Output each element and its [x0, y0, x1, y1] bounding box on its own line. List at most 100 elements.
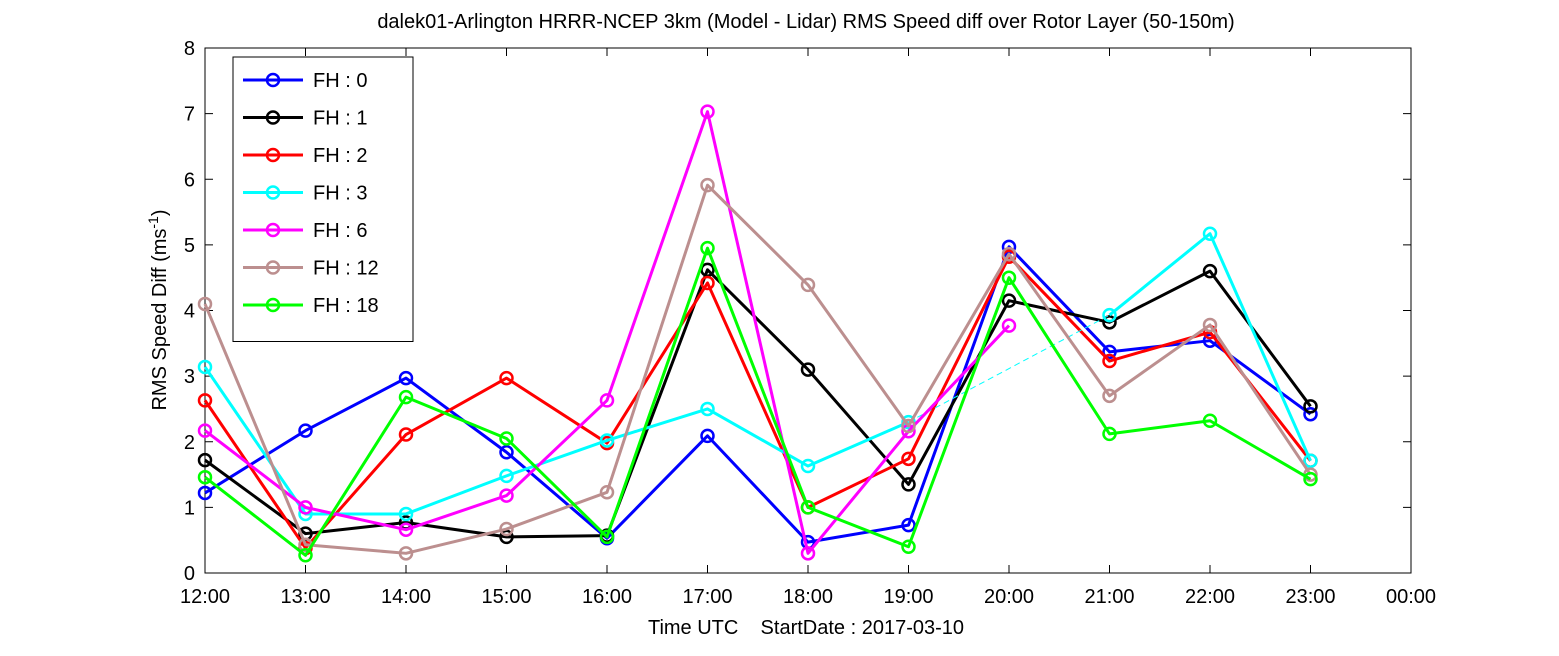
data-point — [700, 240, 715, 256]
data-point — [599, 433, 615, 448]
data-point — [499, 529, 514, 545]
series-5 — [197, 177, 1318, 561]
data-point — [800, 458, 816, 474]
data-point — [700, 104, 715, 119]
x-tick-label: 00:00 — [1386, 586, 1436, 608]
y-axis-label: RMS Speed Diff (ms-1) — [145, 209, 171, 410]
y-axis-label-close: ) — [149, 209, 171, 216]
data-point — [398, 370, 414, 386]
data-point — [499, 370, 514, 386]
x-tick-label: 21:00 — [1084, 586, 1134, 608]
x-tick-label: 20:00 — [984, 586, 1034, 608]
legend-label: FH : 1 — [313, 108, 367, 130]
data-point — [197, 393, 213, 408]
y-tick-label: 8 — [184, 38, 195, 60]
y-tick-label: 4 — [184, 301, 195, 323]
data-point — [398, 389, 414, 405]
data-point — [901, 451, 916, 467]
data-point — [197, 469, 213, 485]
legend-label: FH : 12 — [313, 258, 379, 280]
x-tick-label: 16:00 — [582, 586, 632, 608]
series-line — [203, 183, 1312, 555]
data-point — [1303, 406, 1318, 422]
legend-marker — [265, 147, 281, 163]
y-axis: 0 1 2 3 4 5 6 7 8 — [184, 38, 1411, 585]
data-point — [197, 485, 213, 501]
data-point — [901, 517, 916, 533]
x-tick-label: 13:00 — [280, 586, 330, 608]
y-tick-label: 3 — [184, 366, 195, 388]
data-point — [901, 418, 916, 434]
legend-box — [232, 56, 414, 342]
data-point — [1202, 317, 1218, 333]
data-point — [800, 277, 816, 293]
legend: FH : 0 FH : 1 FH : 2 FH : 3 FH : 6 FH : 12 FH … — [232, 56, 414, 342]
data-point — [700, 428, 715, 444]
data-point — [1202, 226, 1218, 241]
y-tick-label: 7 — [184, 104, 195, 126]
data-point — [1102, 353, 1117, 369]
data-point — [1001, 293, 1017, 308]
chart-title: dalek01-Arlington HRRR-NCEP 3km (Model -… — [377, 11, 1234, 33]
x-tick-label: 18:00 — [783, 586, 833, 608]
y-tick-label: 2 — [184, 432, 195, 454]
series-line — [203, 255, 1312, 550]
y-tick-label: 0 — [184, 563, 195, 585]
data-point — [499, 468, 514, 484]
data-point — [499, 521, 514, 537]
series-line — [204, 245, 1312, 544]
data-point — [398, 427, 414, 442]
legend-marker — [265, 297, 281, 313]
legend-label: FH : 18 — [313, 295, 379, 317]
x-tick-label: 23:00 — [1285, 586, 1335, 608]
data-point — [599, 529, 615, 545]
data-point — [298, 548, 313, 563]
data-point — [700, 401, 715, 417]
x-tick-label: 19:00 — [883, 586, 933, 608]
series-line — [1108, 232, 1312, 462]
legend-marker — [265, 222, 281, 238]
data-point — [197, 423, 213, 438]
data-point — [1001, 246, 1017, 262]
series-line — [203, 366, 910, 516]
data-point — [700, 275, 715, 291]
y-tick-label: 5 — [184, 235, 195, 257]
data-point — [499, 445, 514, 460]
y-axis-label-main: RMS Speed Diff (ms — [149, 229, 171, 411]
data-point — [800, 362, 816, 377]
series-4 — [197, 104, 1017, 561]
x-axis: 12:00 13:00 14:00 15:00 16:00 17:00 18:00 19:00… — [180, 48, 1436, 608]
legend-label: FH : 6 — [313, 220, 367, 242]
data-point — [1202, 413, 1218, 428]
data-point — [1001, 318, 1017, 333]
data-point — [197, 359, 213, 375]
data-point — [1102, 344, 1117, 360]
data-point — [398, 546, 414, 561]
legend-label: FH : 2 — [313, 145, 367, 167]
data-point — [1102, 315, 1117, 330]
y-axis-label-sup: -1 — [145, 216, 161, 229]
legend-marker — [265, 260, 281, 275]
x-tick-label: 14:00 — [381, 586, 431, 608]
data-point — [1303, 453, 1318, 469]
x-tick-label: 15:00 — [481, 586, 531, 608]
data-point — [499, 431, 514, 446]
data-point — [398, 522, 414, 537]
data-point — [800, 546, 816, 561]
data-point — [1303, 399, 1318, 414]
series-line — [204, 246, 1312, 557]
data-point — [298, 500, 313, 515]
x-tick-label: 17:00 — [682, 586, 732, 608]
data-point — [1202, 263, 1218, 279]
legend-marker — [265, 185, 281, 200]
series-6 — [197, 240, 1318, 563]
y-tick-label: 1 — [184, 497, 195, 519]
data-point — [1102, 388, 1117, 404]
data-point — [197, 452, 213, 468]
data-point — [499, 488, 514, 503]
data-point — [398, 506, 414, 522]
series-gap-line — [908, 314, 1110, 423]
data-point — [298, 423, 313, 438]
data-point — [1102, 307, 1117, 323]
series-layer — [197, 104, 1318, 563]
